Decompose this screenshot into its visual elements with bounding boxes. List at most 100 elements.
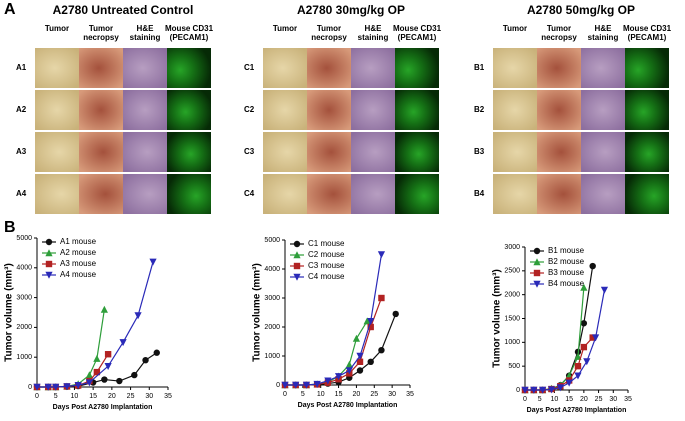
x-tick-label: 25 [127,393,135,400]
column-header: H&E staining [357,24,389,42]
photo [79,174,123,214]
photo [307,174,351,214]
legend-marker [533,258,541,266]
marker [85,379,93,387]
x-tick-label: 20 [353,391,361,398]
photo [167,90,211,130]
column-header: Tumor [272,24,298,33]
x-tick-label: 35 [624,396,632,403]
legend-marker [533,269,541,277]
column-header: H&E staining [129,24,161,42]
marker [539,386,547,394]
y-axis-title: Tumor volume (mm³) [4,263,15,362]
x-axis-title: Days Post A2780 Implantation [527,407,627,414]
photo [395,90,439,130]
marker [93,368,101,376]
x-tick-label: 0 [35,393,39,400]
x-tick-label: 25 [370,391,378,398]
marker [93,354,101,362]
group-title: A2780 50mg/kg OP [526,3,636,17]
y-tick-label: 2000 [264,324,280,331]
marker [356,352,364,360]
x-tick-label: 15 [335,391,343,398]
marker [565,379,573,387]
row-label: B4 [474,189,485,198]
series-line [285,297,382,386]
column-header: Mouse CD31 (PECAM1) [165,24,214,42]
x-tick-label: 30 [609,396,617,403]
marker [104,362,112,370]
marker [131,371,138,379]
photo [35,132,79,172]
photo [123,132,167,172]
x-tick-label: 15 [565,396,573,403]
photo [79,132,123,172]
marker [153,349,160,356]
y-tick-label: 3000 [504,244,520,251]
column-header: Mouse CD31 (PECAM1) [393,24,442,42]
photo [263,132,307,172]
photo [581,174,625,214]
column-header: Tumor necropsy [83,24,119,42]
row-label: C2 [244,105,255,114]
y-axis-title: Tumor volume (mm³) [492,269,503,368]
y-tick-label: 0 [276,382,280,389]
legend-marker [45,238,53,246]
x-tick-label: 5 [301,391,305,398]
x-tick-label: 20 [580,396,588,403]
photo [537,90,581,130]
photo [307,90,351,130]
x-tick-label: 35 [164,393,172,400]
marker [592,334,600,342]
legend-marker [45,249,53,257]
marker [580,320,588,327]
column-header: Tumor necropsy [311,24,347,42]
y-tick-label: 4000 [264,266,280,273]
photo [35,90,79,130]
y-tick-label: 0 [516,387,520,394]
legend-marker [45,260,53,268]
legend-label: C1 mouse [308,239,345,248]
marker [292,381,300,389]
marker [149,258,157,266]
marker [356,367,364,374]
column-header: Tumor [502,24,528,33]
marker [574,352,582,360]
marker [142,356,149,364]
marker [574,362,582,370]
y-tick-label: 2000 [16,324,32,331]
legend-label: C2 mouse [308,250,345,259]
marker [302,381,311,389]
marker [378,347,385,354]
legend-label: B2 mouse [548,257,585,266]
series-line [285,254,383,386]
photo [395,174,439,214]
photo [79,48,123,88]
series-line [525,289,606,391]
photo [625,90,669,130]
legend-label: A1 mouse [60,237,97,246]
row-label: C1 [244,63,255,72]
marker [377,251,386,259]
y-tick-label: 0 [28,384,32,391]
y-axis-title: Tumor volume (mm³) [252,263,263,362]
y-tick-label: 5000 [16,235,32,242]
legend-label: A2 mouse [60,248,97,257]
marker [63,383,71,391]
group-title: A2780 30mg/kg OP [296,3,406,17]
photo [625,174,669,214]
row-label: B1 [474,63,485,72]
x-tick-label: 35 [406,391,414,398]
y-tick-label: 2000 [504,292,520,299]
marker [580,343,588,351]
x-tick-label: 5 [54,393,58,400]
marker [521,386,529,394]
photo [307,132,351,172]
x-tick-label: 10 [71,393,79,400]
marker [119,339,127,347]
marker [345,360,353,368]
photo [263,90,307,130]
x-tick-label: 10 [551,396,559,403]
marker [583,358,591,366]
